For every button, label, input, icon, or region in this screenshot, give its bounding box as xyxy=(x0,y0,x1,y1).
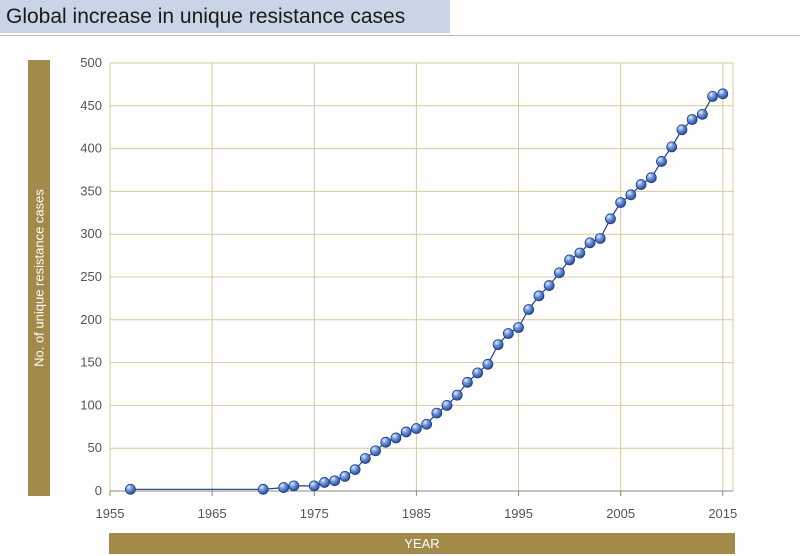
data-point xyxy=(574,247,586,259)
y-tick-label: 150 xyxy=(80,355,102,370)
data-point xyxy=(370,445,381,457)
data-point xyxy=(676,124,688,136)
data-point xyxy=(349,464,361,476)
title-divider xyxy=(0,35,800,36)
y-tick-label: 250 xyxy=(80,269,102,284)
data-point xyxy=(329,475,341,487)
y-tick-label: 0 xyxy=(95,483,102,498)
data-point xyxy=(502,328,514,339)
series-line xyxy=(130,93,723,490)
axes: 0 50 100 150 200 250 300 350 400 450 500 1955 1965 19… xyxy=(80,55,737,521)
data-point xyxy=(380,436,392,448)
data-point xyxy=(410,423,422,434)
title-band xyxy=(0,0,450,33)
y-tick-label: 350 xyxy=(80,183,102,198)
data-points xyxy=(125,88,729,495)
x-tick-label: 1985 xyxy=(402,506,431,521)
x-tick-label: 2015 xyxy=(708,506,737,521)
x-tick-label: 1975 xyxy=(300,506,329,521)
x-tick-label: 1995 xyxy=(504,506,533,521)
x-tick-label: 1955 xyxy=(96,506,125,521)
data-point xyxy=(421,418,433,430)
data-point xyxy=(278,482,290,493)
data-point xyxy=(431,407,443,419)
data-point xyxy=(553,267,565,279)
data-point xyxy=(400,426,412,438)
y-tick-label: 500 xyxy=(80,55,102,70)
y-tick-label: 100 xyxy=(80,397,102,412)
x-tick-label: 2005 xyxy=(606,506,635,521)
data-point xyxy=(513,322,524,333)
data-point xyxy=(584,237,596,249)
data-point xyxy=(635,179,647,190)
data-point xyxy=(125,483,136,495)
data-point xyxy=(308,480,320,492)
data-point xyxy=(257,483,269,495)
chart-title: Global increase in unique resistance cas… xyxy=(6,5,406,28)
data-point xyxy=(564,254,575,266)
data-point xyxy=(462,376,473,388)
data-point xyxy=(543,280,555,291)
data-point xyxy=(696,108,708,120)
data-point xyxy=(717,88,729,100)
data-point xyxy=(451,389,463,401)
y-tick-label: 200 xyxy=(80,312,102,327)
y-tick-label: 300 xyxy=(80,226,102,241)
x-axis-label: YEAR xyxy=(404,536,440,551)
data-point xyxy=(472,367,484,379)
data-point xyxy=(492,339,504,351)
data-point xyxy=(656,156,667,167)
data-point xyxy=(533,290,545,302)
data-point xyxy=(707,90,718,102)
data-point xyxy=(319,477,330,488)
data-point xyxy=(339,471,351,482)
data-point xyxy=(666,141,678,153)
data-point xyxy=(594,233,606,244)
series-polyline xyxy=(130,93,723,490)
data-point xyxy=(686,114,698,125)
data-point xyxy=(523,304,535,315)
data-point xyxy=(625,189,637,201)
y-tick-label: 450 xyxy=(80,98,102,113)
data-point xyxy=(441,399,453,411)
data-point xyxy=(645,172,657,184)
data-point xyxy=(615,197,627,208)
y-tick-label: 400 xyxy=(80,141,102,156)
data-point xyxy=(390,432,402,444)
data-point xyxy=(482,358,494,370)
y-tick-label: 50 xyxy=(88,440,102,455)
x-tick-label: 1965 xyxy=(198,506,227,521)
y-axis-label-band xyxy=(28,60,50,496)
x-axis-label-band: YEAR xyxy=(109,533,735,554)
data-point xyxy=(605,213,616,225)
data-point xyxy=(359,453,371,464)
data-point xyxy=(288,480,300,492)
